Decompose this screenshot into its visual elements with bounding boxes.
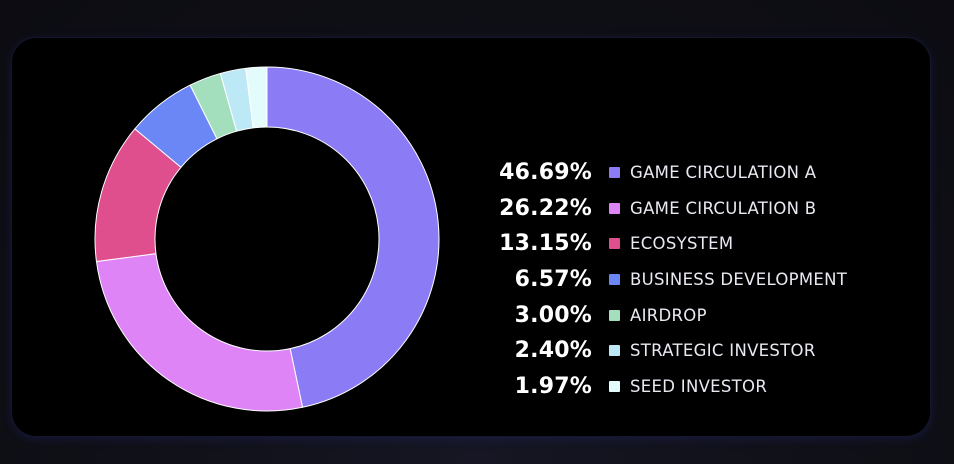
legend-swatch: [609, 167, 620, 179]
legend-swatch: [609, 274, 620, 286]
legend-label: AIRDROP: [630, 305, 707, 325]
donut-slice: [266, 66, 440, 408]
legend-percentage: 2.40%: [514, 338, 592, 364]
legend-label: GAME CIRCULATION B: [630, 198, 817, 218]
legend-row: 2.40% STRATEGIC INVESTOR: [482, 333, 902, 369]
legend-label: SEED INVESTOR: [630, 376, 768, 396]
legend-percentage: 6.57%: [514, 267, 592, 293]
donut-slice: [95, 253, 304, 412]
legend-swatch: [609, 238, 620, 250]
legend-row: 46.69% GAME CIRCULATION A: [482, 155, 902, 191]
legend-label: BUSINESS DEVELOPMENT: [630, 270, 848, 290]
legend-row: 13.15% ECOSYSTEM: [482, 226, 902, 262]
legend-label: ECOSYSTEM: [630, 234, 734, 254]
legend-label: STRATEGIC INVESTOR: [630, 341, 816, 361]
donut-slice: [245, 66, 268, 129]
tokenomics-card: 46.69% GAME CIRCULATION A 26.22% GAME CI…: [12, 38, 930, 436]
legend-percentage: 46.69%: [499, 160, 592, 186]
legend-row: 6.57% BUSINESS DEVELOPMENT: [482, 262, 902, 298]
legend-swatch: [609, 202, 620, 214]
legend-row: 1.97% SEED INVESTOR: [482, 369, 902, 405]
legend-swatch: [609, 345, 620, 357]
legend-swatch: [609, 309, 620, 321]
chart-legend: 46.69% GAME CIRCULATION A 26.22% GAME CI…: [482, 155, 902, 404]
legend-percentage: 26.22%: [499, 195, 592, 221]
legend-percentage: 3.00%: [514, 302, 592, 328]
legend-percentage: 1.97%: [514, 373, 592, 399]
legend-swatch: [609, 380, 620, 392]
donut-chart: [94, 66, 440, 412]
legend-row: 3.00% AIRDROP: [482, 297, 902, 333]
legend-label: GAME CIRCULATION A: [630, 163, 817, 183]
legend-row: 26.22% GAME CIRCULATION B: [482, 191, 902, 227]
legend-percentage: 13.15%: [499, 231, 592, 257]
